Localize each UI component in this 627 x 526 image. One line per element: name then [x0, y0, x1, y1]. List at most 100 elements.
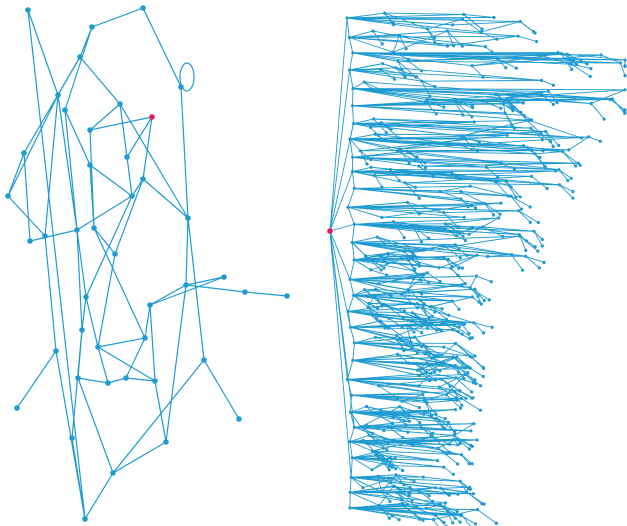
- graph-node: [5, 193, 11, 199]
- tree-node: [571, 190, 575, 194]
- tree-node: [359, 425, 363, 429]
- tree-node: [540, 237, 544, 242]
- tree-node: [399, 498, 403, 502]
- tree-edge: [350, 411, 449, 423]
- tree-edge: [384, 12, 428, 30]
- tree-node: [348, 277, 352, 281]
- tree-edge: [525, 255, 545, 263]
- graph-edge: [23, 152, 31, 242]
- graph-edge: [93, 227, 146, 339]
- graph-edge: [244, 291, 288, 297]
- tree-node: [465, 253, 469, 257]
- tree-node: [351, 155, 355, 159]
- tree-edge: [352, 52, 408, 62]
- graph-edge: [119, 103, 189, 219]
- tree-node: [455, 437, 459, 441]
- tree-edge: [519, 21, 534, 32]
- tree-node: [379, 121, 383, 125]
- tree-edge: [482, 226, 535, 232]
- tree-edge: [352, 457, 392, 467]
- tree-node: [401, 468, 405, 473]
- tree-node: [454, 376, 458, 380]
- tree-node: [431, 499, 435, 503]
- tree-edge: [350, 326, 398, 341]
- tree-node: [380, 215, 384, 219]
- tree-edge: [453, 423, 475, 436]
- tree-edge: [533, 231, 543, 247]
- tree-edge: [426, 399, 458, 404]
- tree-node: [392, 77, 397, 81]
- graph-edge: [97, 337, 146, 348]
- tree-node: [406, 288, 410, 292]
- tree-edge: [348, 310, 370, 315]
- tree-edge: [541, 94, 613, 100]
- tree-node: [458, 441, 462, 446]
- tree-edge: [349, 123, 354, 140]
- tree-node: [407, 361, 411, 365]
- tree-node: [349, 475, 353, 479]
- tree-edge: [380, 320, 412, 343]
- tree-edge: [351, 242, 355, 260]
- tree-node: [370, 449, 374, 453]
- tree-node: [623, 58, 627, 62]
- tree-node: [421, 305, 425, 310]
- tree-edge: [418, 372, 432, 387]
- tree-edge: [424, 353, 443, 366]
- tree-node: [544, 129, 548, 134]
- graph-edge: [126, 156, 133, 197]
- tree-node: [371, 29, 375, 33]
- tree-node: [535, 39, 539, 44]
- right-graph-nodes: [327, 11, 627, 526]
- tree-edge: [443, 466, 454, 475]
- tree-edge: [413, 226, 429, 239]
- tree-edge: [510, 195, 522, 210]
- tree-node: [431, 175, 436, 179]
- graph-edge: [89, 164, 95, 229]
- tree-node: [512, 126, 517, 130]
- tree-node: [442, 255, 446, 259]
- tree-edge: [440, 504, 458, 512]
- tree-node: [369, 268, 373, 272]
- tree-node: [415, 155, 419, 159]
- graph-node: [117, 101, 123, 107]
- tree-edge: [349, 439, 455, 443]
- tree-node: [391, 220, 396, 224]
- tree-node: [453, 173, 457, 177]
- tree-node: [462, 376, 466, 381]
- tree-edge: [353, 121, 475, 125]
- tree-edge: [349, 138, 354, 158]
- tree-edge: [454, 391, 467, 399]
- tree-edge: [373, 118, 475, 123]
- tree-edge: [384, 12, 464, 15]
- tree-edge: [414, 362, 443, 366]
- tree-edge: [351, 224, 355, 243]
- tree-edge: [348, 310, 413, 314]
- tree-node: [456, 443, 460, 447]
- tree-edge: [349, 52, 354, 71]
- tree-node: [482, 331, 486, 335]
- tree-edge: [388, 426, 422, 428]
- tree-node: [530, 148, 534, 153]
- tree-edge: [351, 394, 462, 400]
- tree-edge: [347, 201, 408, 208]
- tree-edge: [346, 17, 350, 38]
- tree-edge: [354, 187, 441, 192]
- tree-node: [373, 132, 377, 136]
- tree-edge: [438, 254, 478, 269]
- tree-node: [510, 104, 514, 108]
- tree-node: [436, 446, 440, 450]
- tree-node: [462, 12, 466, 16]
- tree-edge: [399, 406, 421, 423]
- tree-edge: [410, 152, 426, 169]
- tree-edge: [349, 427, 355, 442]
- tree-edge: [374, 175, 383, 188]
- tree-edge: [397, 60, 417, 78]
- tree-node: [412, 361, 416, 365]
- tree-node: [446, 420, 450, 424]
- tree-node: [474, 274, 479, 278]
- tree-node: [459, 189, 463, 194]
- tree-edge: [350, 411, 424, 415]
- tree-node: [385, 458, 389, 462]
- tree-edge: [352, 171, 406, 184]
- tree-node: [351, 86, 355, 91]
